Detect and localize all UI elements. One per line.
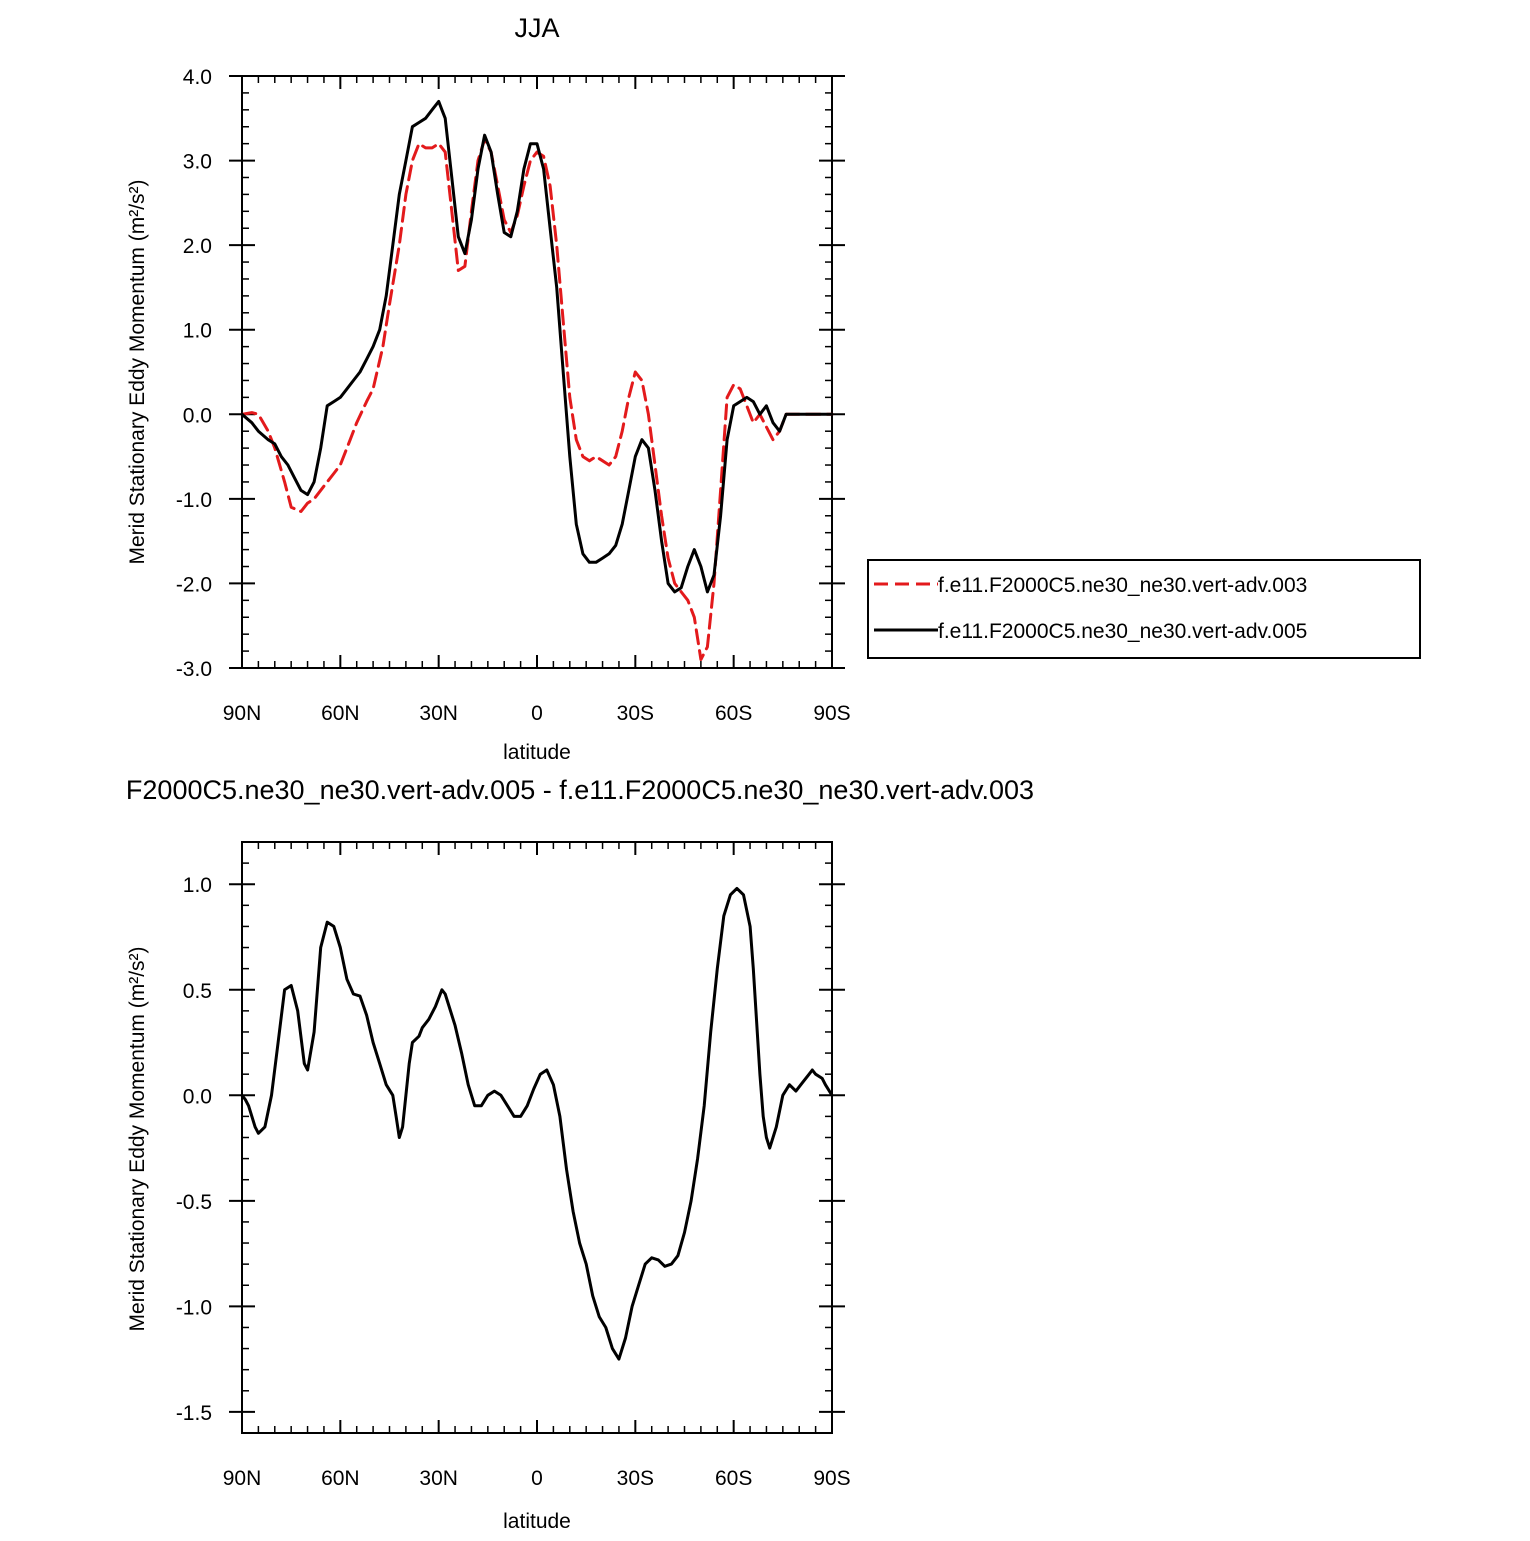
y-tick-label: 0.5 — [183, 980, 212, 1003]
bottom-y-axis-label: Merid Stationary Eddy Momentum (m²/s²) — [126, 946, 149, 1331]
top-panel: JJA 90N 60N 30N 0 30S 60S 90S -3.0 -2.0 -1.0 0.0 1.… — [126, 13, 1421, 764]
x-tick-label: 90S — [813, 1467, 850, 1490]
legend-label-series-1: f.e11.F2000C5.ne30_ne30.vert-adv.003 — [938, 574, 1307, 597]
x-tick-label: 90N — [223, 1467, 262, 1490]
series-line-2 — [240, 99, 834, 594]
x-tick-label: 60S — [715, 1467, 752, 1490]
top-plot-area: 90N 60N 30N 0 30S 60S 90S -3.0 -2.0 -1.0 0.0 1.0 2.0… — [176, 66, 851, 725]
y-tick-label: -1.5 — [176, 1402, 212, 1425]
y-tick-label: -1.0 — [176, 1296, 212, 1319]
x-tick-label: 0 — [531, 1467, 543, 1490]
x-tick-label: 60S — [715, 702, 752, 725]
y-tick-label: 3.0 — [183, 151, 212, 174]
y-tick-label: 0.0 — [183, 404, 212, 427]
bottom-plot-area: 90N 60N 30N 0 30S 60S 90S -1.5 -1.0 -0.5 0.0 0.5 1.0 — [176, 841, 851, 1490]
y-tick-label: 4.0 — [183, 66, 212, 89]
x-tick-label: 60N — [321, 1467, 360, 1490]
y-tick-label: 1.0 — [183, 320, 212, 343]
x-tick-label: 60N — [321, 702, 360, 725]
legend-box — [867, 559, 1421, 659]
series-line-1 — [240, 886, 834, 1361]
y-tick-label: 0.0 — [183, 1085, 212, 1108]
bottom-panel-title: F2000C5.ne30_ne30.vert-adv.005 - f.e11.F… — [126, 775, 1034, 805]
y-tick-label: -2.0 — [176, 573, 212, 596]
series-line-1 — [240, 137, 834, 661]
x-tick-label: 30N — [419, 702, 458, 725]
bottom-x-axis-label: latitude — [503, 1510, 571, 1533]
y-tick-label: -3.0 — [176, 658, 212, 681]
legend-label-series-2: f.e11.F2000C5.ne30_ne30.vert-adv.005 — [938, 620, 1307, 643]
x-tick-label: 90N — [223, 702, 262, 725]
y-tick-label: -1.0 — [176, 489, 212, 512]
bottom-panel: F2000C5.ne30_ne30.vert-adv.005 - f.e11.F… — [126, 775, 1034, 1533]
y-tick-label: 2.0 — [183, 235, 212, 258]
top-x-axis-label: latitude — [503, 741, 571, 764]
y-tick-label: -0.5 — [176, 1191, 212, 1214]
x-tick-label: 30S — [617, 1467, 654, 1490]
plot-frame — [241, 75, 833, 669]
top-y-axis-label: Merid Stationary Eddy Momentum (m²/s²) — [126, 179, 149, 564]
x-tick-label: 0 — [531, 702, 543, 725]
legend: f.e11.F2000C5.ne30_ne30.vert-adv.003 f.e… — [867, 559, 1421, 659]
x-tick-label: 90S — [813, 702, 850, 725]
top-panel-title: JJA — [514, 13, 559, 43]
y-tick-label: 1.0 — [183, 874, 212, 897]
plot-frame — [241, 841, 833, 1434]
x-tick-label: 30N — [419, 1467, 458, 1490]
x-tick-label: 30S — [617, 702, 654, 725]
